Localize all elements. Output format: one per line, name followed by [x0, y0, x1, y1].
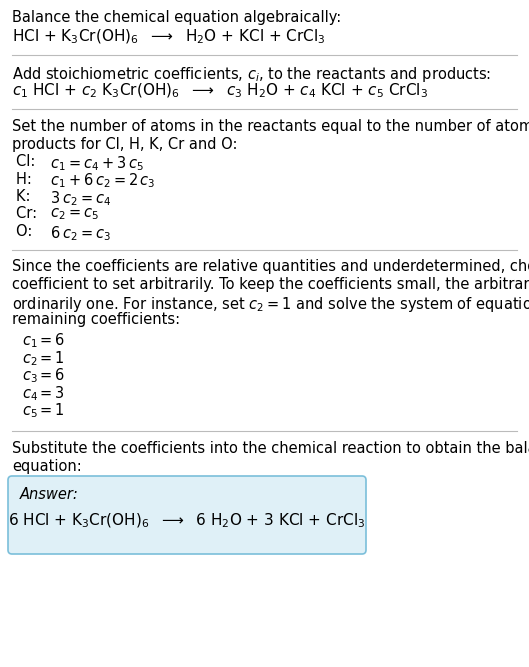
- Text: $c_5 = 1$: $c_5 = 1$: [22, 402, 65, 420]
- Text: $c_1 = 6$: $c_1 = 6$: [22, 331, 66, 350]
- Text: remaining coefficients:: remaining coefficients:: [12, 312, 180, 327]
- Text: equation:: equation:: [12, 458, 82, 474]
- Text: $c_2 = 1$: $c_2 = 1$: [22, 349, 65, 368]
- Text: O:: O:: [16, 224, 37, 239]
- Text: Balance the chemical equation algebraically:: Balance the chemical equation algebraica…: [12, 10, 341, 25]
- Text: Add stoichiometric coefficients, $c_i$, to the reactants and products:: Add stoichiometric coefficients, $c_i$, …: [12, 65, 491, 83]
- Text: $c_1 + 6\,c_2 = 2\,c_3$: $c_1 + 6\,c_2 = 2\,c_3$: [46, 171, 156, 190]
- Text: Cl:: Cl:: [16, 154, 40, 169]
- Text: Substitute the coefficients into the chemical reaction to obtain the balanced: Substitute the coefficients into the che…: [12, 441, 529, 456]
- Text: H:: H:: [16, 171, 37, 187]
- Text: HCl + K$_3$Cr(OH)$_6$  $\longrightarrow$  H$_2$O + KCl + CrCl$_3$: HCl + K$_3$Cr(OH)$_6$ $\longrightarrow$ …: [12, 27, 326, 46]
- Text: products for Cl, H, K, Cr and O:: products for Cl, H, K, Cr and O:: [12, 137, 238, 151]
- Text: coefficient to set arbitrarily. To keep the coefficients small, the arbitrary va: coefficient to set arbitrarily. To keep …: [12, 277, 529, 292]
- Text: 6 HCl + K$_3$Cr(OH)$_6$  $\longrightarrow$  6 H$_2$O + 3 KCl + CrCl$_3$: 6 HCl + K$_3$Cr(OH)$_6$ $\longrightarrow…: [8, 512, 366, 530]
- Text: $c_3 = 6$: $c_3 = 6$: [22, 366, 66, 386]
- Text: $6\,c_2 = c_3$: $6\,c_2 = c_3$: [46, 224, 111, 243]
- Text: $3\,c_2 = c_4$: $3\,c_2 = c_4$: [46, 189, 111, 207]
- Text: Answer:: Answer:: [20, 487, 79, 502]
- Text: $c_2 = c_5$: $c_2 = c_5$: [46, 207, 99, 222]
- Text: $c_1$ HCl + $c_2$ K$_3$Cr(OH)$_6$  $\longrightarrow$  $c_3$ H$_2$O + $c_4$ KCl +: $c_1$ HCl + $c_2$ K$_3$Cr(OH)$_6$ $\long…: [12, 82, 428, 101]
- Text: $c_1 = c_4 + 3\,c_5$: $c_1 = c_4 + 3\,c_5$: [46, 154, 144, 173]
- Text: $c_4 = 3$: $c_4 = 3$: [22, 384, 65, 403]
- Text: Cr:: Cr:: [16, 207, 42, 221]
- FancyBboxPatch shape: [8, 476, 366, 554]
- Text: Set the number of atoms in the reactants equal to the number of atoms in the: Set the number of atoms in the reactants…: [12, 119, 529, 134]
- Text: K:: K:: [16, 189, 35, 204]
- Text: ordinarily one. For instance, set $c_2 = 1$ and solve the system of equations fo: ordinarily one. For instance, set $c_2 =…: [12, 295, 529, 313]
- Text: Since the coefficients are relative quantities and underdetermined, choose a: Since the coefficients are relative quan…: [12, 259, 529, 275]
